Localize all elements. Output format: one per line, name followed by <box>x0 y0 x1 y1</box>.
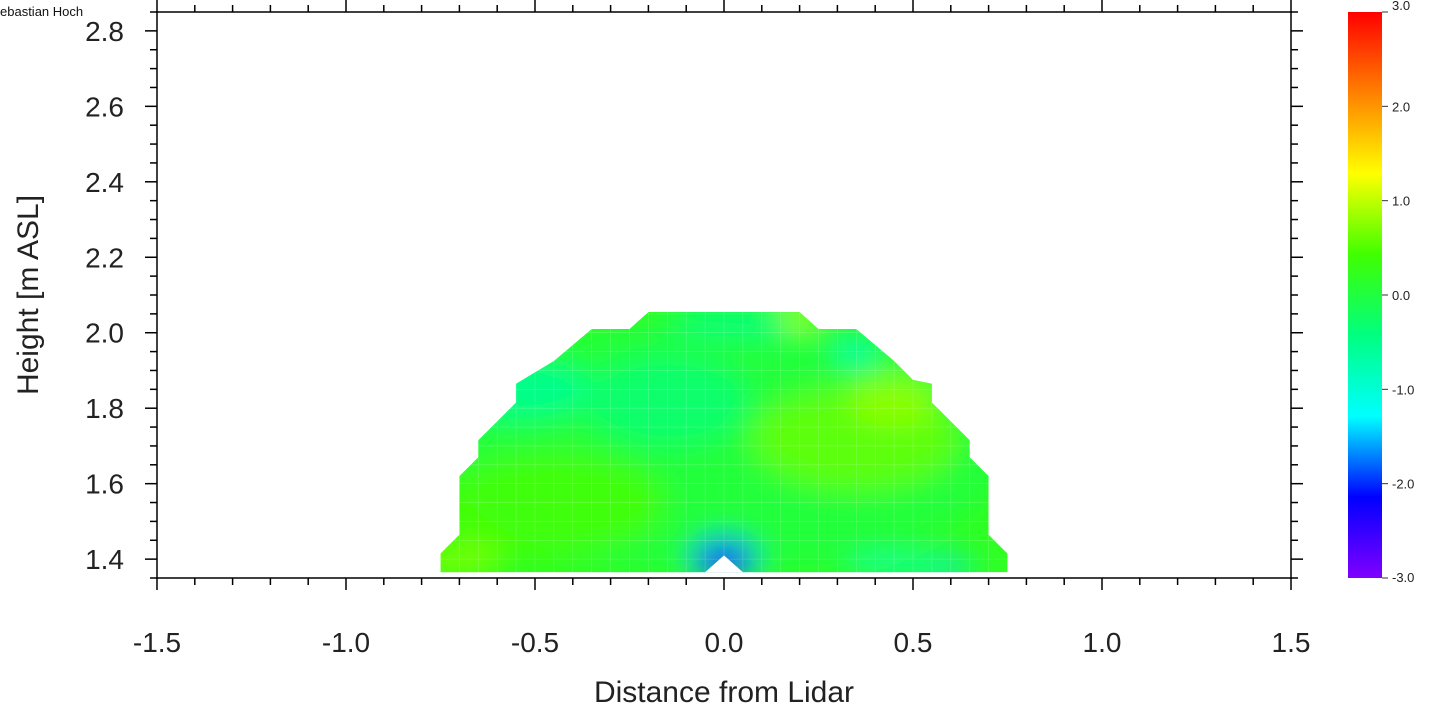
y-tick-label: 2.8 <box>85 16 124 47</box>
heatmap-field <box>440 312 1008 573</box>
y-tick-label: 2.2 <box>85 242 124 273</box>
x-tick-label: 1.0 <box>1083 627 1122 658</box>
y-tick-label: 2.0 <box>85 318 124 349</box>
field-patch <box>440 540 505 573</box>
y-axis: 1.4 1.6 1.8 2.0 2.2 2.4 2.6 2.8 <box>85 11 1303 579</box>
author-credit: ebastian Hoch <box>0 4 83 19</box>
y-tick-label: 2.4 <box>85 167 124 198</box>
colorbar-label: 3.0 <box>1392 0 1410 13</box>
colorbar: 3.0 2.0 1.0 0.0 -1.0 -2.0 -3.0 <box>1348 0 1414 585</box>
x-tick-label: -0.5 <box>511 627 559 658</box>
colorbar-label: -2.0 <box>1392 477 1414 492</box>
field-patch <box>833 336 879 367</box>
missing-notch <box>705 555 743 573</box>
colorbar-label: 2.0 <box>1392 99 1410 114</box>
x-axis-title: Distance from Lidar <box>594 676 854 709</box>
colorbar-label: 1.0 <box>1392 194 1410 209</box>
missing-data-region <box>705 555 743 573</box>
x-tick-label: 0.5 <box>894 627 933 658</box>
x-tick-label: 0.0 <box>705 627 744 658</box>
x-axis: -1.5 -1.0 -0.5 0.0 0.5 1.0 1.5 <box>133 0 1311 658</box>
colorbar-label: -1.0 <box>1392 382 1414 397</box>
field-patch <box>584 355 751 447</box>
y-axis-title: Height [m ASL] <box>12 195 45 395</box>
y-tick-label: 1.4 <box>85 544 124 575</box>
field-patch <box>780 312 819 329</box>
y-tick-label: 1.6 <box>85 469 124 500</box>
field-patch <box>848 374 940 428</box>
field-patch <box>440 449 668 556</box>
y-tick-label: 2.6 <box>85 91 124 122</box>
x-tick-label: -1.0 <box>322 627 370 658</box>
colorbar-label: 0.0 <box>1392 288 1410 303</box>
x-tick-label: -1.5 <box>133 627 181 658</box>
field-patch <box>667 312 819 337</box>
y-tick-label: 1.8 <box>85 393 124 424</box>
colorbar-label: -3.0 <box>1392 570 1414 585</box>
colorbar-gradient <box>1348 12 1382 578</box>
x-tick-label: 1.5 <box>1272 627 1311 658</box>
field-patch <box>931 559 970 573</box>
